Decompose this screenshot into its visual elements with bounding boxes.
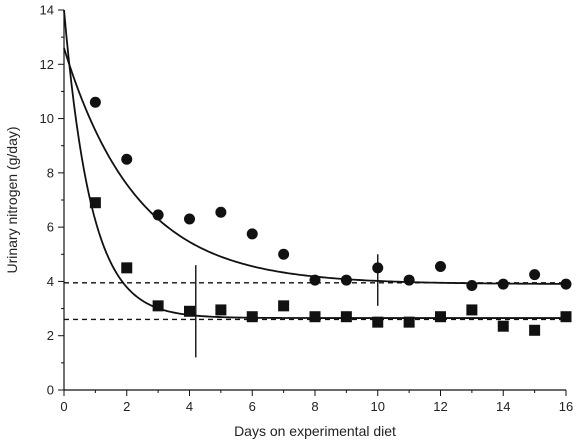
data-point-square (215, 304, 227, 316)
x-tick-label: 14 (496, 399, 510, 414)
data-point-circle (466, 280, 478, 291)
data-point-square (435, 311, 446, 323)
data-point-circle (309, 274, 321, 286)
y-tick-label: 10 (40, 111, 54, 126)
y-tick-label: 4 (47, 274, 54, 289)
x-tick-label: 4 (186, 399, 193, 414)
series-1 (63, 47, 572, 306)
fit-curve (63, 47, 567, 285)
data-point-circle (340, 274, 352, 286)
x-tick-label: 16 (559, 399, 573, 414)
data-point-square (184, 305, 195, 317)
data-point-circle (152, 209, 164, 221)
data-point-square (278, 300, 290, 312)
data-point-circle (121, 153, 133, 165)
data-point-square (466, 304, 478, 316)
x-tick-label: 12 (433, 399, 447, 414)
y-tick-label: 8 (47, 165, 54, 180)
data-point-square (560, 311, 572, 323)
data-point-circle (372, 262, 384, 274)
x-axis-title: Days on experimental diet (234, 423, 396, 439)
x-tick-label: 0 (60, 399, 67, 414)
plot-area (63, 9, 572, 358)
y-axis-title: Urinary nitrogen (g/day) (4, 126, 20, 273)
x-ticks: 0 2 4 6 8 10 12 14 16 (60, 390, 573, 414)
data-point-square (152, 300, 164, 312)
x-tick-label: 6 (249, 399, 256, 414)
data-point-circle (184, 213, 195, 225)
data-point-circle (89, 96, 101, 108)
data-point-circle (278, 248, 290, 260)
x-tick-label: 10 (371, 399, 385, 414)
data-point-square (309, 311, 321, 323)
data-point-square (89, 197, 101, 209)
data-point-square (372, 316, 384, 328)
y-tick-label: 14 (40, 3, 54, 18)
x-tick-label: 2 (123, 399, 130, 414)
data-point-square (121, 262, 133, 274)
series-2 (63, 9, 572, 358)
data-point-circle (560, 278, 572, 290)
data-point-circle (529, 269, 541, 281)
data-point-square (403, 316, 415, 328)
y-tick-label: 2 (47, 328, 54, 343)
data-point-square (529, 324, 541, 336)
y-ticks: 0 2 4 6 8 10 12 14 (40, 3, 64, 398)
x-tick-label: 8 (311, 399, 318, 414)
data-point-square (340, 311, 352, 323)
data-point-square (497, 320, 509, 332)
data-point-circle (435, 261, 446, 272)
data-point-circle (215, 206, 227, 218)
y-tick-label: 0 (47, 383, 54, 398)
data-point-circle (246, 228, 258, 240)
y-tick-label: 6 (47, 220, 54, 235)
fit-curve (63, 9, 566, 319)
data-point-circle (497, 278, 509, 290)
data-point-square (246, 311, 258, 323)
y-tick-label: 12 (40, 57, 54, 72)
data-point-circle (403, 274, 415, 286)
